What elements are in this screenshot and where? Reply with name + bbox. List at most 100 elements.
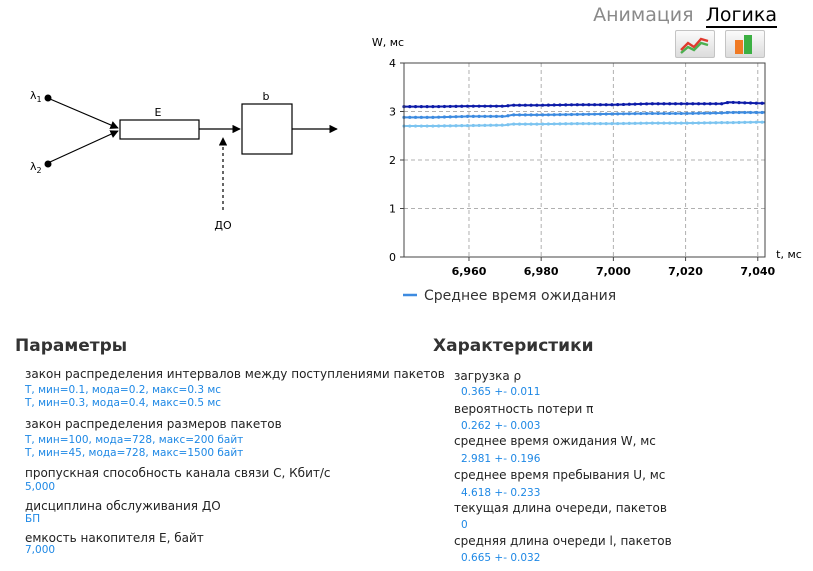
series-point-1 (541, 103, 545, 107)
series-point-1 (442, 104, 447, 109)
series-point-2 (465, 114, 470, 118)
storage-label: емкость накопителя E, байт (25, 531, 204, 545)
series-point-1 (702, 102, 706, 106)
series-point-3 (610, 122, 614, 126)
interval-law-value-1[interactable]: T, мин=0.1, мода=0.2, макс=0.3 мс (25, 384, 222, 396)
series-point-2 (529, 113, 533, 117)
y-tick-label: 4 (389, 57, 396, 70)
x-tick-label: 7,020 (668, 265, 703, 278)
series-point-3 (448, 124, 452, 128)
series-point-3 (720, 121, 724, 125)
series-point-1 (610, 103, 614, 107)
series-point-3 (743, 120, 747, 124)
x-tick-label: 6,960 (452, 265, 487, 278)
series-point-3 (593, 122, 597, 126)
series-point-3 (604, 122, 608, 126)
series-point-2 (633, 112, 637, 116)
series-point-1 (529, 103, 533, 107)
source1-arrow (49, 98, 119, 129)
series-point-1 (737, 101, 741, 105)
series-point-2 (679, 111, 683, 116)
queue-diagram: λ1 λ2 E b ДО (30, 89, 338, 232)
series-point-2 (437, 115, 441, 119)
queue-now-label: текущая длина очереди, пакетов (454, 501, 667, 515)
size-law-value-2[interactable]: T, мин=45, мода=728, макс=1500 байт (25, 447, 244, 459)
series-point-2 (460, 114, 464, 119)
series-point-2 (616, 112, 620, 116)
series-point-1 (731, 100, 735, 105)
series-point-2 (506, 114, 510, 118)
series-point-1 (477, 104, 481, 108)
series-point-1 (558, 103, 562, 107)
series-point-2 (702, 111, 706, 115)
loss-label: вероятность потери π (454, 402, 594, 416)
series-point-3 (627, 121, 631, 126)
series-point-1 (546, 103, 550, 107)
series-point-1 (720, 102, 724, 106)
series-point-2 (500, 114, 504, 118)
series-point-2 (737, 110, 741, 115)
line-chart-button[interactable] (675, 30, 715, 58)
queue-avg-value: 0.665 +- 0.032 (461, 552, 541, 564)
series-point-2 (650, 111, 654, 116)
series-point-3 (575, 122, 579, 126)
series-point-1 (685, 102, 689, 106)
y-tick-label: 2 (389, 154, 396, 167)
series-point-2 (621, 112, 626, 116)
series-point-3 (668, 121, 672, 125)
series-point-1 (460, 104, 464, 108)
series-point-2 (627, 112, 631, 116)
series-point-1 (483, 104, 487, 108)
series-point-3 (581, 122, 585, 126)
series-point-2 (454, 115, 458, 119)
x-axis-label: t, мс (776, 248, 802, 261)
series-point-2 (558, 113, 562, 117)
series-point-3 (460, 124, 464, 128)
buffer-label: E (155, 106, 162, 119)
y-tick-label: 3 (389, 106, 396, 119)
source2-arrow (49, 130, 119, 163)
legend-label: Среднее время ожидания (424, 288, 616, 304)
series-point-1 (673, 102, 678, 106)
tab-logic[interactable]: Логика (705, 4, 777, 28)
series-point-2 (546, 113, 550, 117)
series-point-2 (593, 112, 597, 116)
series-point-1 (639, 102, 643, 106)
channel-label: b (263, 90, 270, 103)
series-point-3 (754, 120, 758, 124)
tab-animation[interactable]: Анимация (593, 4, 694, 26)
series-point-1 (500, 104, 504, 108)
series-point-3 (587, 122, 591, 126)
bar-chart-button[interactable] (725, 30, 765, 58)
source2-dot (44, 160, 52, 168)
series-point-3 (512, 122, 516, 126)
series-point-3 (714, 121, 718, 125)
lambda1-label: λ1 (30, 89, 42, 104)
series-point-1 (419, 105, 423, 109)
channel-box (241, 103, 293, 155)
size-law-value-1[interactable]: T, мин=100, мода=728, макс=200 байт (25, 434, 244, 446)
series-point-3 (685, 121, 689, 125)
series-point-1 (760, 101, 764, 105)
wait-value: 2.981 +- 0.196 (461, 453, 541, 465)
buffer-box (119, 119, 200, 140)
series-point-2 (442, 115, 447, 119)
characteristics-title: Характеристики (433, 336, 594, 356)
series-point-3 (650, 121, 654, 125)
load-label: загрузка ρ (454, 369, 522, 383)
series-point-1 (512, 103, 516, 107)
series-point-2 (656, 111, 660, 116)
discipline-param-value[interactable]: БП (25, 513, 41, 525)
series-point-3 (437, 124, 441, 128)
storage-value[interactable]: 7,000 (25, 544, 56, 556)
capacity-value[interactable]: 5,000 (25, 481, 56, 493)
series-point-3 (731, 120, 735, 125)
interval-law-value-2[interactable]: T, мин=0.3, мода=0.4, макс=0.5 мс (25, 397, 222, 409)
series-point-2 (431, 115, 435, 119)
series-point-2 (523, 113, 527, 117)
chart-grid (404, 63, 765, 257)
series-point-2 (483, 114, 487, 118)
series-point-3 (662, 121, 666, 125)
series-point-1 (454, 104, 458, 108)
wait-label: среднее время ожидания W, мс (454, 434, 656, 448)
